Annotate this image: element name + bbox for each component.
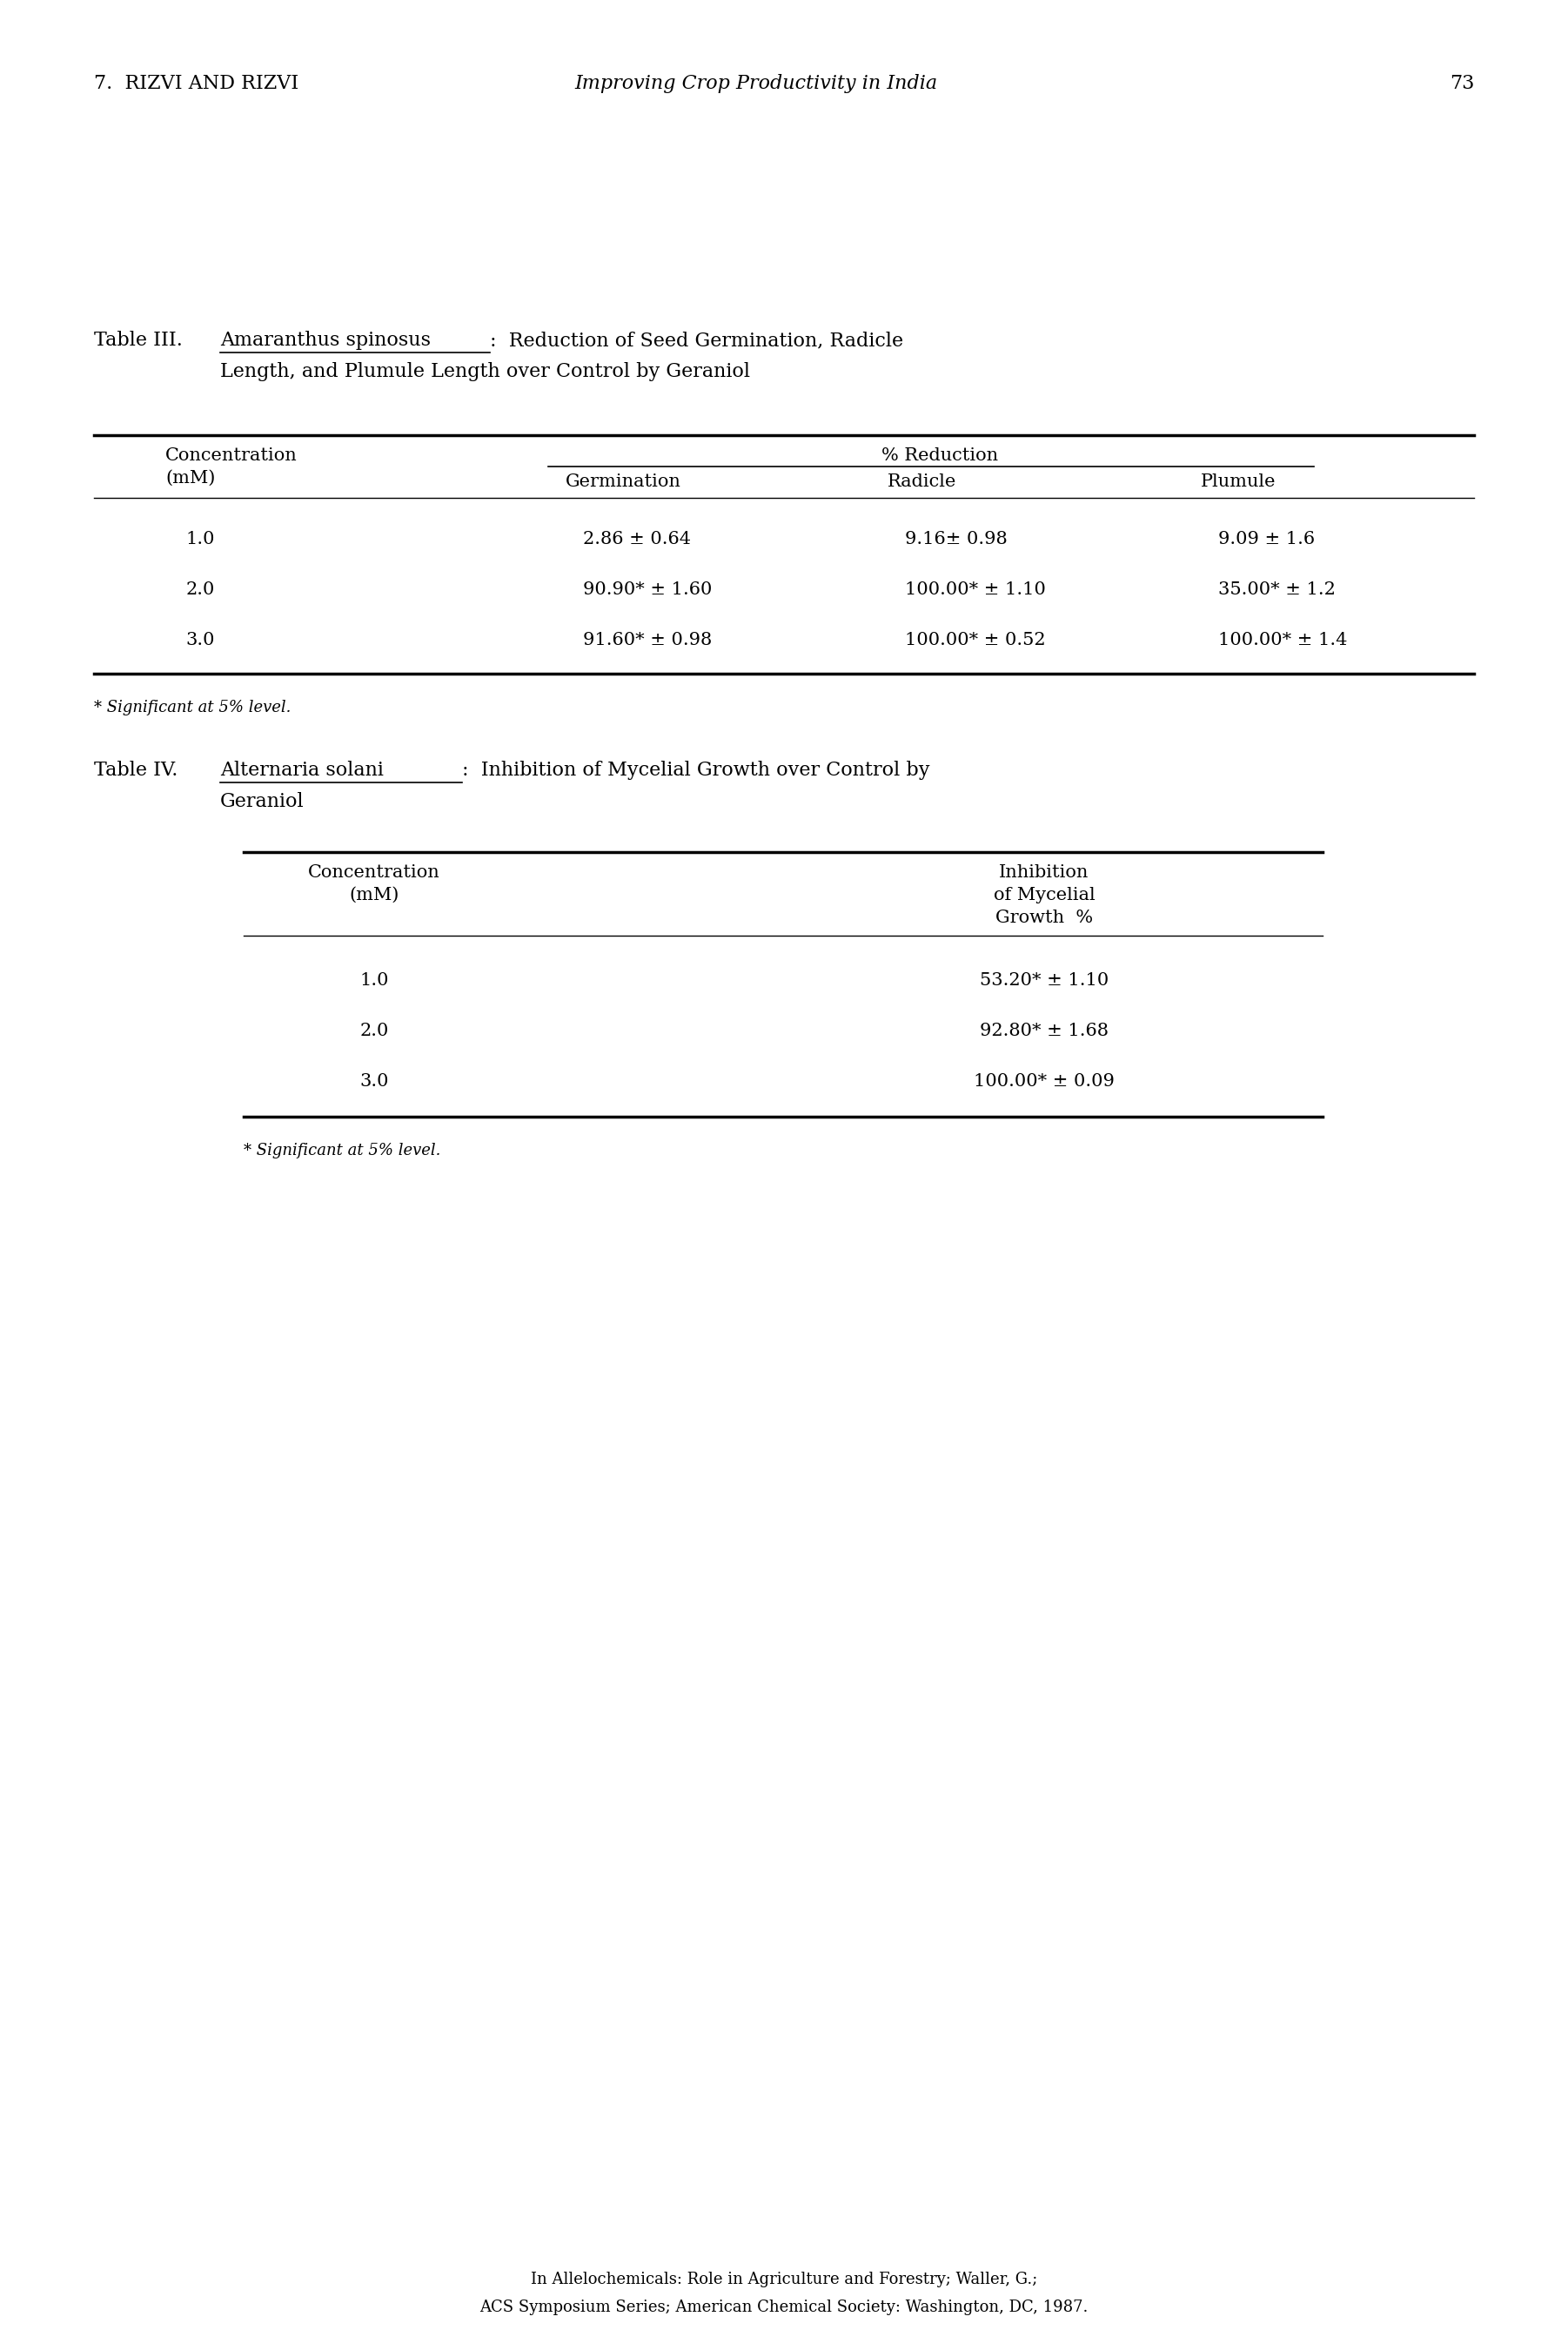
Text: 7.  RIZVI AND RIZVI: 7. RIZVI AND RIZVI [94, 73, 298, 94]
Text: 9.16± 0.98: 9.16± 0.98 [905, 531, 1007, 548]
Text: 3.0: 3.0 [359, 1074, 389, 1090]
Text: Table IV.: Table IV. [94, 761, 177, 780]
Text: 1.0: 1.0 [185, 531, 215, 548]
Text: (mM): (mM) [165, 470, 215, 486]
Text: Amaranthus spinosus: Amaranthus spinosus [220, 331, 431, 350]
Text: * Significant at 5% level.: * Significant at 5% level. [243, 1142, 441, 1159]
Text: Table III.: Table III. [94, 331, 182, 350]
Text: 91.60* ± 0.98: 91.60* ± 0.98 [583, 632, 712, 649]
Text: 100.00* ± 1.4: 100.00* ± 1.4 [1218, 632, 1347, 649]
Text: Inhibition: Inhibition [999, 865, 1090, 881]
Text: 2.86 ± 0.64: 2.86 ± 0.64 [583, 531, 691, 548]
Text: 9.09 ± 1.6: 9.09 ± 1.6 [1218, 531, 1316, 548]
Text: 2.0: 2.0 [359, 1022, 389, 1039]
Text: (mM): (mM) [350, 886, 400, 902]
Text: Alternaria solani: Alternaria solani [220, 761, 384, 780]
Text: Radicle: Radicle [887, 472, 956, 491]
Text: 100.00* ± 1.10: 100.00* ± 1.10 [905, 580, 1046, 597]
Text: 92.80* ± 1.68: 92.80* ± 1.68 [980, 1022, 1109, 1039]
Text: Growth  %: Growth % [996, 909, 1093, 926]
Text: 100.00* ± 0.52: 100.00* ± 0.52 [905, 632, 1046, 649]
Text: Improving Crop Productivity in India: Improving Crop Productivity in India [574, 73, 938, 94]
Text: :  Reduction of Seed Germination, Radicle: : Reduction of Seed Germination, Radicle [489, 331, 903, 350]
Text: of Mycelial: of Mycelial [994, 886, 1094, 902]
Text: 53.20* ± 1.10: 53.20* ± 1.10 [980, 973, 1109, 989]
Text: 100.00* ± 0.09: 100.00* ± 0.09 [974, 1074, 1115, 1090]
Text: % Reduction: % Reduction [881, 446, 999, 463]
Text: 73: 73 [1449, 73, 1474, 94]
Text: ACS Symposium Series; American Chemical Society: Washington, DC, 1987.: ACS Symposium Series; American Chemical … [480, 2301, 1088, 2315]
Text: In Allelochemicals: Role in Agriculture and Forestry; Waller, G.;: In Allelochemicals: Role in Agriculture … [530, 2272, 1038, 2287]
Text: Concentration: Concentration [309, 865, 441, 881]
Text: 2.0: 2.0 [185, 580, 215, 597]
Text: Concentration: Concentration [165, 446, 298, 463]
Text: Germination: Germination [566, 472, 681, 491]
Text: Geraniol: Geraniol [220, 792, 304, 811]
Text: 3.0: 3.0 [185, 632, 215, 649]
Text: Plumule: Plumule [1201, 472, 1276, 491]
Text: 35.00* ± 1.2: 35.00* ± 1.2 [1218, 580, 1336, 597]
Text: * Significant at 5% level.: * Significant at 5% level. [94, 700, 292, 714]
Text: :  Inhibition of Mycelial Growth over Control by: : Inhibition of Mycelial Growth over Con… [463, 761, 930, 780]
Text: Length, and Plumule Length over Control by Geraniol: Length, and Plumule Length over Control … [220, 362, 750, 381]
Text: 90.90* ± 1.60: 90.90* ± 1.60 [583, 580, 712, 597]
Text: 1.0: 1.0 [359, 973, 389, 989]
